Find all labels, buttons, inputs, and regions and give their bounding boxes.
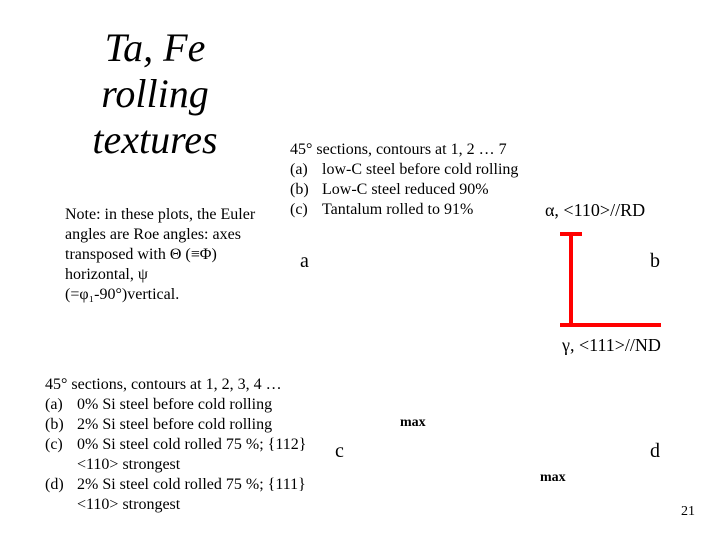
caption-bottom-text: 2% Si steel cold rolled 75 %; {111} <110… xyxy=(77,475,307,515)
caption-bottom-text: 0% Si steel before cold rolling xyxy=(77,395,272,415)
caption-bottom-label: (d) xyxy=(45,475,77,515)
caption-bottom-item: (c) 0% Si steel cold rolled 75 %; {112} … xyxy=(45,435,307,475)
alpha-fiber-cap-top xyxy=(560,232,582,236)
caption-top-label: (a) xyxy=(290,160,322,180)
caption-top-text: low-C steel before cold rolling xyxy=(322,160,518,180)
caption-bottom-label: (b) xyxy=(45,415,77,435)
caption-bottom-item: (a) 0% Si steel before cold rolling xyxy=(45,395,307,415)
panel-label-d: d xyxy=(650,440,660,463)
caption-bottom-label: (c) xyxy=(45,435,77,475)
slide-title: Ta, Fe rolling textures xyxy=(70,25,240,163)
caption-bottom-item: (b) 2% Si steel before cold rolling xyxy=(45,415,307,435)
panel-label-b: b xyxy=(650,250,660,273)
caption-bottom-label: (a) xyxy=(45,395,77,415)
caption-top-label: (b) xyxy=(290,180,322,200)
caption-bottom: 45° sections, contours at 1, 2, 3, 4 … (… xyxy=(45,375,307,515)
gamma-fiber-line xyxy=(561,323,661,327)
caption-top-heading: 45° sections, contours at 1, 2 … 7 xyxy=(290,140,518,160)
caption-bottom-heading: 45° sections, contours at 1, 2, 3, 4 … xyxy=(45,375,307,395)
caption-top-item: (a) low-C steel before cold rolling xyxy=(290,160,518,180)
note-text: Note: in these plots, the Euler angles a… xyxy=(65,205,265,305)
gamma-fiber-label: γ, <111>//ND xyxy=(562,335,661,356)
panel-label-c: c xyxy=(335,440,344,463)
panel-label-a: a xyxy=(300,250,309,273)
max-label-1: max xyxy=(400,415,426,431)
alpha-fiber-label: α, <110>//RD xyxy=(545,200,645,221)
caption-top: 45° sections, contours at 1, 2 … 7 (a) l… xyxy=(290,140,518,220)
caption-bottom-text: 2% Si steel before cold rolling xyxy=(77,415,272,435)
caption-top-item: (b) Low-C steel reduced 90% xyxy=(290,180,518,200)
caption-top-item: (c) Tantalum rolled to 91% xyxy=(290,200,518,220)
caption-top-text: Tantalum rolled to 91% xyxy=(322,200,473,220)
caption-bottom-item: (d) 2% Si steel cold rolled 75 %; {111} … xyxy=(45,475,307,515)
page-number: 21 xyxy=(681,504,695,520)
caption-top-text: Low-C steel reduced 90% xyxy=(322,180,489,200)
caption-top-label: (c) xyxy=(290,200,322,220)
alpha-fiber-line xyxy=(569,232,573,327)
caption-bottom-text: 0% Si steel cold rolled 75 %; {112} <110… xyxy=(77,435,307,475)
max-label-2: max xyxy=(540,470,566,486)
